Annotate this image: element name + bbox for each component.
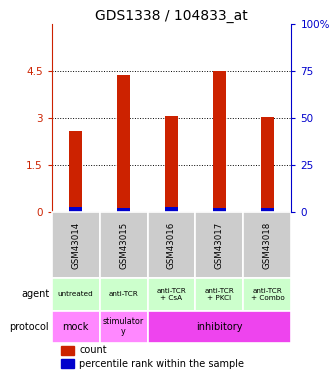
Bar (52, 278, 100, 310)
Bar (148, 212, 195, 278)
Bar (213, 209, 226, 212)
Text: anti-TCR
+ Combo: anti-TCR + Combo (250, 288, 284, 301)
Text: count: count (79, 345, 107, 355)
Text: GSM43015: GSM43015 (119, 222, 128, 269)
Text: anti-TCR
+ PKCi: anti-TCR + PKCi (204, 288, 234, 301)
Bar (100, 278, 148, 310)
Bar (61, 346, 74, 355)
Bar (117, 75, 130, 212)
Bar (243, 278, 291, 310)
Text: anti-TCR
+ CsA: anti-TCR + CsA (157, 288, 186, 301)
Text: mock: mock (62, 322, 89, 332)
Text: agent: agent (21, 289, 49, 299)
Bar (52, 212, 100, 278)
Text: GSM43014: GSM43014 (71, 222, 80, 269)
Text: inhibitory: inhibitory (196, 322, 243, 332)
Text: untreated: untreated (58, 291, 94, 297)
Bar (100, 310, 148, 343)
Bar (165, 207, 178, 212)
Bar (165, 116, 178, 212)
Bar (213, 71, 226, 212)
Bar (261, 208, 274, 212)
Bar (69, 207, 82, 212)
Bar (100, 212, 148, 278)
Bar (243, 212, 291, 278)
Bar (52, 310, 100, 343)
Bar (148, 278, 195, 310)
Bar (69, 131, 82, 212)
Text: GSM43016: GSM43016 (167, 222, 176, 269)
Bar (148, 310, 291, 343)
Bar (195, 212, 243, 278)
Bar (61, 359, 74, 368)
Text: anti-TCR: anti-TCR (109, 291, 139, 297)
Bar (117, 208, 130, 212)
Title: GDS1338 / 104833_at: GDS1338 / 104833_at (95, 9, 248, 23)
Text: GSM43017: GSM43017 (215, 222, 224, 269)
Text: protocol: protocol (10, 322, 49, 332)
Text: GSM43018: GSM43018 (263, 222, 272, 269)
Text: percentile rank within the sample: percentile rank within the sample (79, 359, 244, 369)
Bar (261, 117, 274, 212)
Bar (195, 278, 243, 310)
Text: stimulator
y: stimulator y (103, 317, 144, 336)
